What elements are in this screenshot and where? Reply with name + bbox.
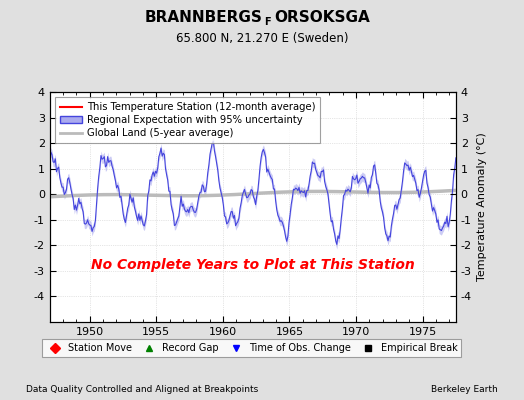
Text: No Complete Years to Plot at This Station: No Complete Years to Plot at This Statio… — [91, 258, 414, 272]
Text: Berkeley Earth: Berkeley Earth — [431, 385, 498, 394]
Legend: This Temperature Station (12-month average), Regional Expectation with 95% uncer: This Temperature Station (12-month avera… — [55, 97, 320, 143]
Text: 65.800 N, 21.270 E (Sweden): 65.800 N, 21.270 E (Sweden) — [176, 32, 348, 45]
Text: BRANNBERGS: BRANNBERGS — [144, 10, 262, 25]
Text: Data Quality Controlled and Aligned at Breakpoints: Data Quality Controlled and Aligned at B… — [26, 385, 258, 394]
Text: ORSOKSGA: ORSOKSGA — [274, 10, 370, 25]
Y-axis label: Temperature Anomaly (°C): Temperature Anomaly (°C) — [477, 133, 487, 281]
Text: F: F — [265, 17, 271, 27]
Legend: Station Move, Record Gap, Time of Obs. Change, Empirical Break: Station Move, Record Gap, Time of Obs. C… — [41, 339, 462, 357]
